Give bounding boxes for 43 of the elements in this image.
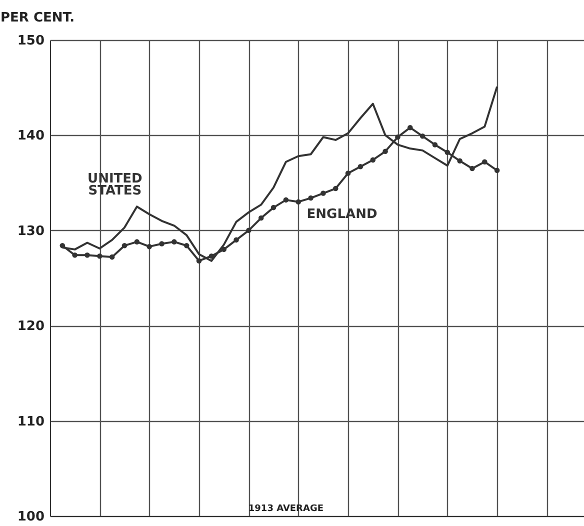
point <box>172 239 177 244</box>
point <box>221 246 227 252</box>
point <box>407 124 413 130</box>
y-tick-label: 130 <box>17 224 44 239</box>
point <box>457 158 462 164</box>
point <box>432 142 438 148</box>
point <box>382 148 388 154</box>
y-tick-label: 100 <box>17 510 44 524</box>
point <box>196 258 202 264</box>
y-tick-label: 140 <box>17 128 44 144</box>
point <box>420 134 426 139</box>
y-tick-label: 110 <box>17 414 44 430</box>
point <box>395 134 400 140</box>
point <box>482 159 488 164</box>
point <box>146 244 152 250</box>
point <box>122 242 128 248</box>
point <box>345 170 351 176</box>
point <box>332 186 338 192</box>
point <box>246 228 252 234</box>
point <box>358 164 364 170</box>
point <box>258 215 264 221</box>
point <box>134 239 140 244</box>
point <box>296 199 302 204</box>
point <box>184 242 190 248</box>
point <box>320 190 326 196</box>
point <box>370 157 376 163</box>
point <box>308 195 314 201</box>
point <box>270 204 276 210</box>
point <box>470 166 475 172</box>
point <box>84 252 90 258</box>
point <box>234 237 239 243</box>
y-axis-title: PER CENT. <box>0 10 75 26</box>
point <box>444 150 450 155</box>
y-tick-label: 150 <box>17 34 44 48</box>
point <box>208 253 214 259</box>
point <box>72 252 78 258</box>
point <box>283 197 289 203</box>
point <box>60 242 66 248</box>
point <box>159 241 164 246</box>
point <box>97 253 102 259</box>
y-tick-label: 120 <box>17 319 44 334</box>
point <box>109 254 115 260</box>
point <box>494 168 500 174</box>
